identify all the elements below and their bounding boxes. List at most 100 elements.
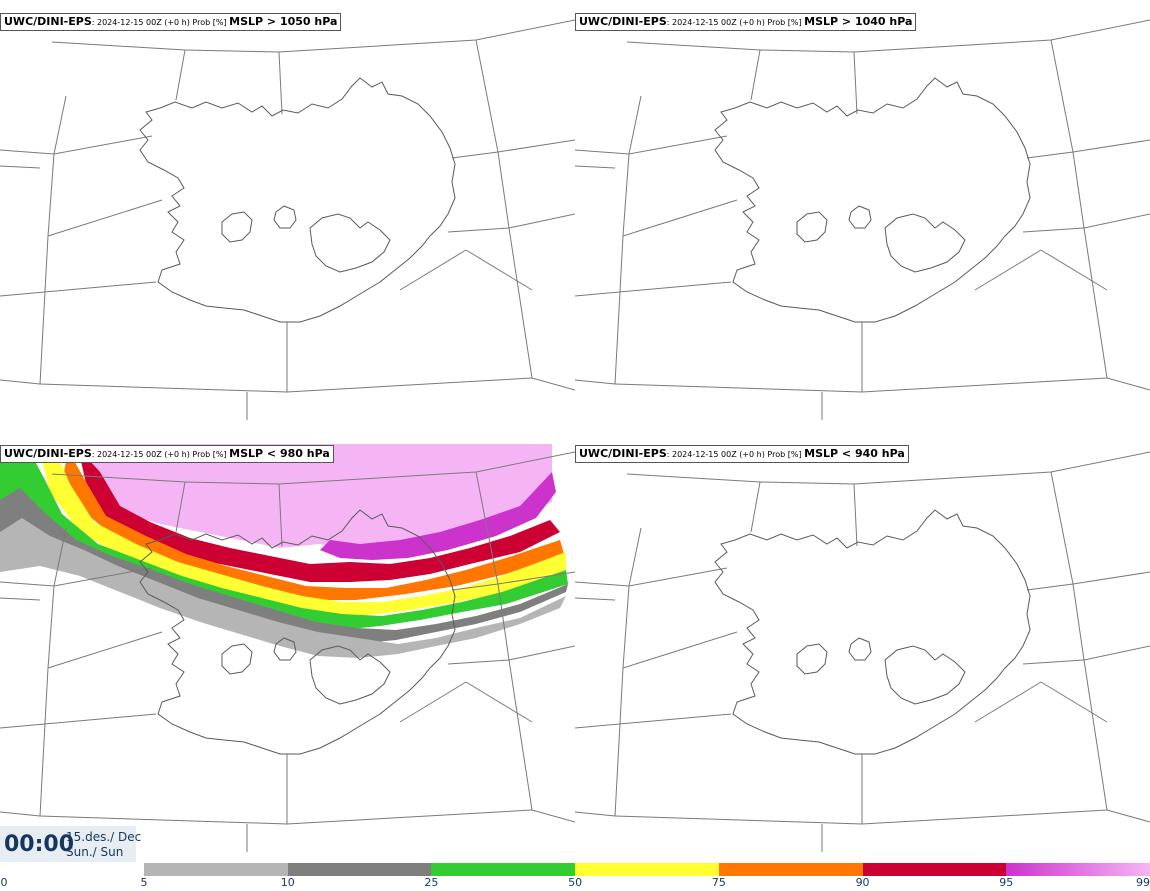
- map-panel-mslp-lt-940: UWC/DINI-EPS: 2024-12-15 00Z (+0 h) Prob…: [575, 432, 1150, 862]
- legend-tick-label: 10: [280, 876, 295, 889]
- graticule-line: [531, 377, 575, 391]
- map-panel-mslp-gt-1040: UWC/DINI-EPS: 2024-12-15 00Z (+0 h) Prob…: [575, 0, 1150, 430]
- valid-time-box: [0, 826, 136, 862]
- graticule: [0, 451, 575, 852]
- map-panel-mslp-gt-1050: UWC/DINI-EPS: 2024-12-15 00Z (+0 h) Prob…: [0, 0, 575, 430]
- graticule-line: [1050, 39, 1074, 153]
- graticule-line: [39, 809, 533, 825]
- graticule-line: [575, 281, 732, 297]
- legend-tick-label: 75: [711, 876, 726, 889]
- graticule-line: [1022, 227, 1085, 233]
- graticule-line: [1040, 249, 1108, 291]
- graticule-line: [497, 151, 510, 229]
- graticule-line: [451, 583, 499, 591]
- map-panel-mslp-lt-980: UWC/DINI-EPS: 2024-12-15 00Z (+0 h) Prob…: [0, 432, 575, 862]
- probability-contour: [0, 518, 566, 658]
- graticule-line: [465, 249, 533, 291]
- graticule-line: [614, 95, 642, 385]
- glacier-outline: [796, 643, 828, 675]
- graticule: [0, 19, 575, 420]
- graticule-line: [0, 379, 41, 385]
- graticule-line: [1083, 213, 1150, 229]
- graticule-line: [508, 213, 575, 229]
- graticule-line: [531, 809, 575, 823]
- glacier-outline: [884, 645, 966, 705]
- panel-title: UWC/DINI-EPS: 2024-12-15 00Z (+0 h) Prob…: [0, 445, 334, 463]
- graticule-line: [575, 379, 616, 385]
- iceland-coastline: [714, 509, 1031, 755]
- graticule-line: [39, 377, 533, 393]
- graticule-line: [759, 19, 1150, 53]
- glacier-outline: [273, 637, 297, 661]
- graticule-line: [475, 39, 499, 153]
- graticule-line: [1072, 571, 1150, 585]
- run-meta: : 2024-12-15 00Z (+0 h) Prob [%]: [666, 450, 805, 459]
- legend-swatch: [431, 863, 576, 876]
- graticule-line: [853, 483, 858, 547]
- probability-field: [0, 444, 568, 658]
- graticule-line: [1072, 139, 1150, 153]
- legend-tick-label: 0: [0, 876, 8, 889]
- run-meta: : 2024-12-15 00Z (+0 h) Prob [%]: [666, 18, 805, 27]
- graticule-line: [508, 645, 575, 661]
- glacier-outline: [796, 211, 828, 243]
- graticule-line: [497, 139, 575, 153]
- probability-legend: [144, 863, 1150, 876]
- field-label: MSLP > 1040 hPa: [804, 15, 913, 28]
- graticule-line: [1106, 377, 1150, 391]
- graticule-line: [399, 681, 467, 723]
- legend-swatch: [862, 863, 1007, 876]
- probability-contour: [64, 450, 564, 600]
- graticule-line: [575, 713, 732, 729]
- valid-date: 15.des./ Dec Sun./ Sun: [66, 830, 141, 860]
- graticule-line: [465, 681, 533, 723]
- graticule-line: [1026, 151, 1074, 159]
- graticule-line: [1026, 583, 1074, 591]
- graticule: [575, 19, 1150, 420]
- graticule-line: [622, 199, 738, 237]
- graticule-line: [39, 527, 67, 817]
- glacier-outline: [273, 205, 297, 229]
- map-iceland: [575, 19, 1150, 420]
- graticule-line: [0, 811, 41, 817]
- legend-swatch: [287, 863, 432, 876]
- graticule-line: [626, 473, 761, 483]
- graticule-line: [750, 481, 761, 533]
- glacier-outline: [848, 205, 872, 229]
- legend-swatch: [718, 863, 863, 876]
- iceland-coastline: [714, 77, 1031, 323]
- graticule-line: [614, 809, 1108, 825]
- legend-tick-label: 90: [855, 876, 870, 889]
- graticule-line: [0, 165, 41, 169]
- probability-contour: [320, 472, 556, 560]
- graticule-line: [1083, 227, 1108, 379]
- iceland-coastline: [139, 509, 456, 755]
- panel-title: UWC/DINI-EPS: 2024-12-15 00Z (+0 h) Prob…: [575, 13, 917, 31]
- glacier-outline: [221, 211, 253, 243]
- field-label: MSLP < 940 hPa: [804, 447, 905, 460]
- graticule-line: [184, 19, 575, 53]
- graticule-line: [175, 481, 186, 533]
- graticule-line: [0, 713, 157, 729]
- probability-contour: [78, 448, 560, 582]
- glacier-outline: [309, 645, 391, 705]
- graticule-line: [0, 597, 41, 601]
- map-iceland: [0, 444, 575, 852]
- graticule-line: [1050, 471, 1074, 585]
- model-name: UWC/DINI-EPS: [579, 447, 667, 460]
- run-meta: : 2024-12-15 00Z (+0 h) Prob [%]: [91, 450, 230, 459]
- graticule-line: [47, 631, 163, 669]
- graticule-line: [508, 659, 533, 811]
- graticule-line: [974, 249, 1042, 291]
- glacier-outline: [309, 213, 391, 273]
- legend-tick-label: 95: [999, 876, 1014, 889]
- field-label: MSLP > 1050 hPa: [229, 15, 338, 28]
- graticule-line: [497, 571, 575, 585]
- graticule-line: [399, 249, 467, 291]
- valid-time: 00:00: [4, 832, 75, 857]
- map-iceland: [575, 451, 1150, 852]
- graticule-line: [575, 811, 616, 817]
- graticule-line: [475, 471, 499, 585]
- graticule-line: [1072, 583, 1085, 661]
- valid-date-line2: Sun./ Sun: [66, 845, 124, 859]
